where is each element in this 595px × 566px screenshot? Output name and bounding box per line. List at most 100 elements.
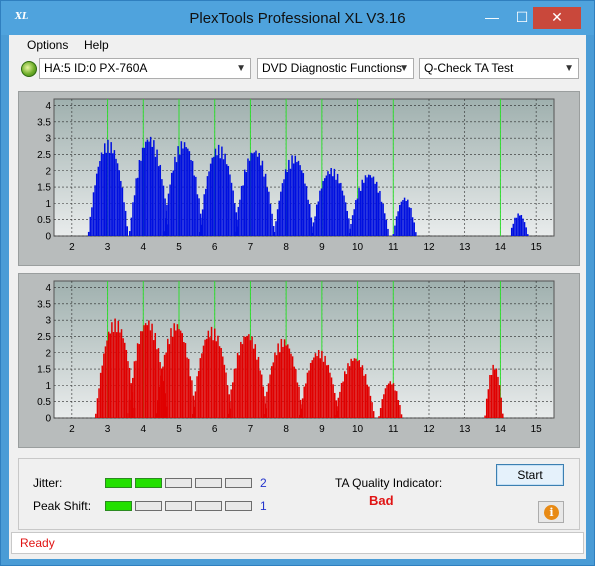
data-bar bbox=[275, 355, 278, 418]
x-tick-label: 11 bbox=[388, 424, 399, 435]
data-bar bbox=[348, 366, 351, 418]
y-tick-label: 0.5 bbox=[37, 215, 51, 226]
data-bar bbox=[352, 360, 354, 418]
test-select[interactable]: Q-Check TA Test ▼ bbox=[419, 58, 579, 79]
x-tick-label: 3 bbox=[105, 242, 111, 253]
data-bar bbox=[146, 139, 149, 236]
data-bar bbox=[227, 166, 230, 236]
data-bar bbox=[334, 392, 336, 418]
data-bar bbox=[124, 210, 127, 236]
data-bar bbox=[104, 143, 106, 236]
data-bar bbox=[369, 395, 372, 418]
meter-segment bbox=[195, 501, 222, 511]
data-bar bbox=[400, 414, 403, 418]
data-bar bbox=[198, 198, 200, 236]
x-tick-label: 3 bbox=[105, 424, 111, 435]
y-tick-label: 3.5 bbox=[37, 299, 51, 310]
x-tick-label: 8 bbox=[283, 242, 289, 253]
data-bar bbox=[338, 183, 340, 236]
data-bar bbox=[510, 227, 513, 236]
data-bar bbox=[275, 221, 277, 236]
data-bar bbox=[492, 364, 494, 418]
data-bar bbox=[305, 383, 307, 418]
data-bar bbox=[136, 343, 139, 418]
data-bar bbox=[519, 215, 521, 236]
data-bar bbox=[327, 171, 329, 236]
minimize-button[interactable]: — bbox=[485, 9, 499, 25]
start-button[interactable]: Start bbox=[496, 464, 564, 486]
menu-help[interactable]: Help bbox=[84, 38, 109, 52]
data-bar bbox=[179, 330, 182, 418]
data-bar bbox=[253, 152, 256, 236]
data-bar bbox=[162, 185, 165, 236]
data-bar bbox=[251, 336, 253, 418]
toolbar: HA:5 ID:0 PX-760A ▼ DVD Diagnostic Funct… bbox=[9, 56, 586, 84]
ta-quality-label: TA Quality Indicator: bbox=[335, 476, 443, 490]
data-bar bbox=[358, 188, 360, 236]
data-bar bbox=[392, 383, 395, 418]
menu-bar: Options Help bbox=[9, 35, 586, 55]
x-tick-label: 14 bbox=[495, 424, 507, 435]
data-bar bbox=[411, 217, 414, 236]
data-bar bbox=[311, 360, 313, 418]
x-tick-label: 9 bbox=[319, 424, 325, 435]
data-bar bbox=[522, 218, 524, 236]
data-bar bbox=[399, 204, 401, 236]
data-bar bbox=[340, 382, 343, 418]
menu-options[interactable]: Options bbox=[27, 38, 68, 52]
close-button[interactable]: ✕ bbox=[533, 7, 581, 29]
data-bar bbox=[233, 368, 236, 418]
drive-select[interactable]: HA:5 ID:0 PX-760A ▼ bbox=[39, 58, 251, 79]
data-bar bbox=[174, 156, 176, 236]
data-bar bbox=[374, 183, 376, 236]
data-bar bbox=[135, 360, 137, 418]
data-bar bbox=[116, 163, 119, 236]
data-bar bbox=[520, 214, 523, 236]
data-bar bbox=[206, 176, 209, 236]
data-bar bbox=[108, 152, 111, 236]
data-bar bbox=[337, 397, 340, 418]
data-bar bbox=[386, 385, 388, 418]
data-bar bbox=[197, 370, 200, 418]
data-bar bbox=[327, 364, 330, 418]
data-bar bbox=[155, 413, 158, 418]
data-bar bbox=[324, 355, 326, 418]
data-bar bbox=[369, 175, 372, 236]
data-bar bbox=[199, 358, 202, 418]
data-bar bbox=[215, 341, 218, 418]
chevron-down-icon: ▼ bbox=[399, 63, 409, 74]
data-bar bbox=[410, 207, 412, 236]
data-bar bbox=[375, 181, 378, 236]
data-bar bbox=[487, 389, 490, 418]
data-bar bbox=[254, 344, 257, 418]
title-bar: XL PlexTools Professional XL V3.16 — ☐ ✕ bbox=[1, 1, 594, 35]
data-bar bbox=[229, 174, 231, 236]
data-bar bbox=[183, 142, 186, 236]
data-bar bbox=[228, 401, 231, 418]
data-bar bbox=[240, 341, 242, 418]
meter-segment bbox=[165, 478, 192, 488]
data-bar bbox=[232, 190, 234, 236]
x-tick-label: 2 bbox=[69, 424, 75, 435]
data-bar bbox=[307, 199, 309, 236]
data-bar bbox=[355, 358, 357, 418]
function-select[interactable]: DVD Diagnostic Functions ▼ bbox=[257, 58, 414, 79]
data-bar bbox=[400, 201, 403, 236]
data-bar bbox=[269, 203, 272, 236]
app-logo-icon: XL bbox=[15, 12, 29, 22]
info-button[interactable]: i bbox=[538, 501, 564, 523]
data-bar bbox=[238, 355, 240, 418]
data-bar bbox=[109, 333, 112, 418]
peak-shift-meter bbox=[105, 501, 255, 511]
data-bar bbox=[149, 330, 152, 418]
maximize-button[interactable]: ☐ bbox=[515, 9, 529, 25]
data-bar bbox=[322, 180, 324, 236]
data-bar bbox=[166, 204, 168, 236]
data-bar bbox=[222, 356, 224, 418]
data-bar bbox=[384, 213, 386, 236]
data-bar bbox=[413, 222, 415, 236]
data-bar bbox=[415, 232, 417, 236]
data-bar bbox=[314, 353, 317, 418]
data-bar bbox=[495, 368, 498, 418]
data-bar bbox=[363, 375, 365, 418]
